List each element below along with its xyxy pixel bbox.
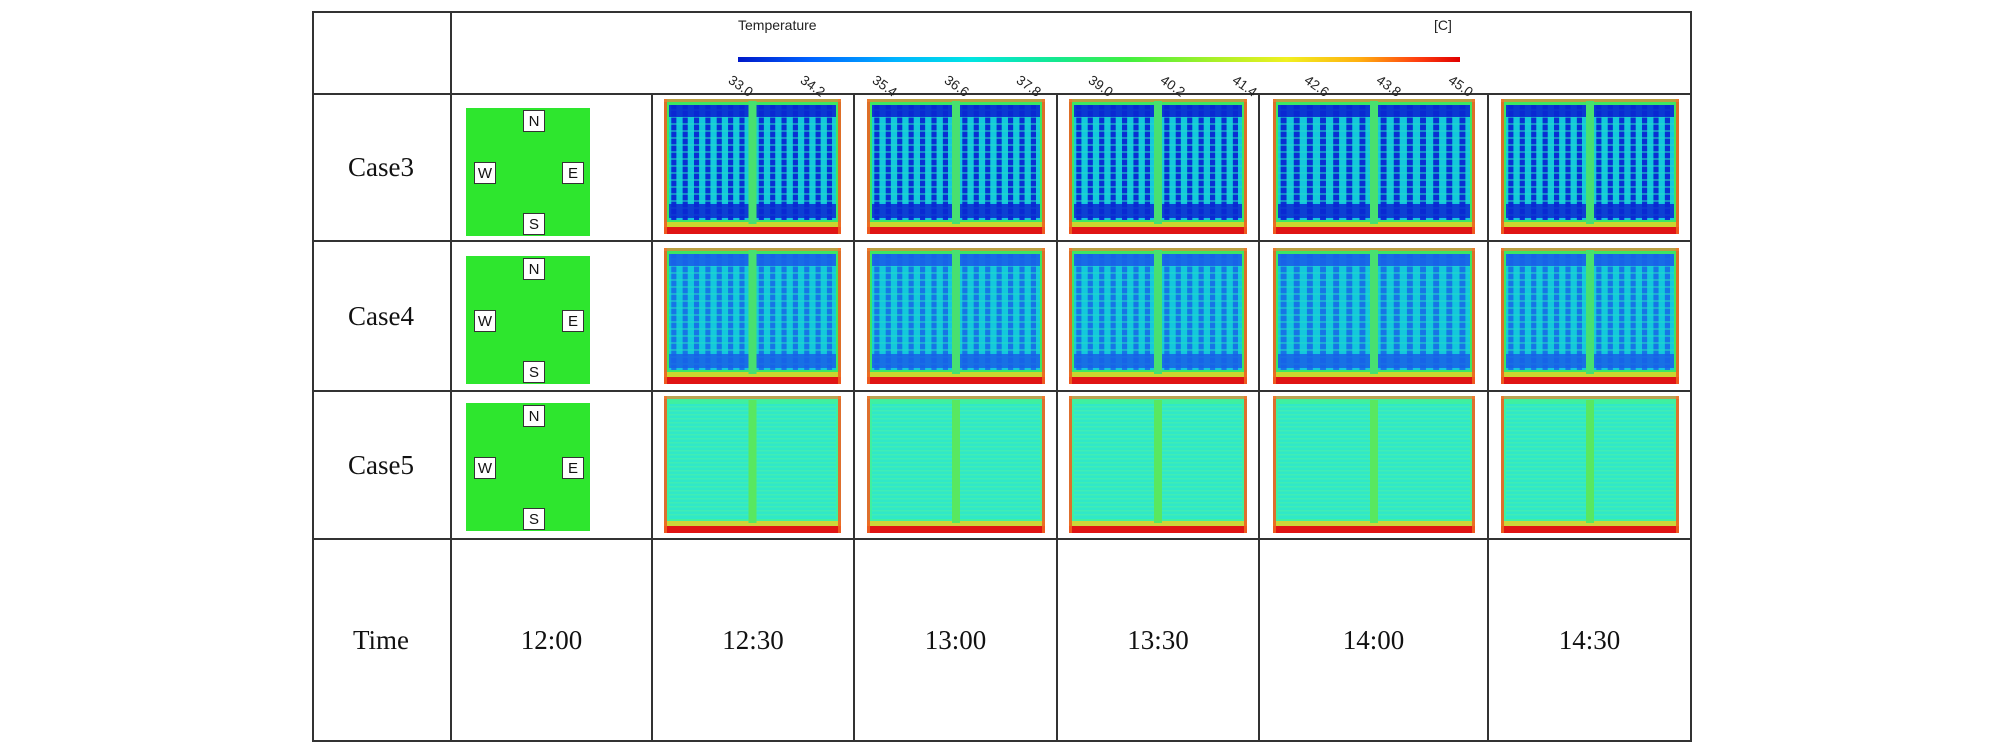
time-label: 12:30 (722, 624, 784, 655)
contour-image (1069, 396, 1247, 533)
compass-plate: N W E S (466, 256, 590, 384)
time-label: 13:00 (924, 624, 987, 655)
contour-image (1273, 248, 1475, 384)
legend-colorbar (738, 57, 1460, 62)
compass-west-label: W (474, 310, 496, 332)
time-label: 13:30 (1127, 624, 1189, 655)
grid-left-border (312, 11, 314, 742)
contour-image (867, 248, 1045, 384)
legend-tick-label: 42.6 (1301, 72, 1332, 100)
contour-image (867, 99, 1045, 234)
grid-top-border (312, 11, 1692, 13)
grid-right-border (1690, 11, 1692, 742)
legend-tick-label: 34.2 (797, 72, 828, 100)
contour-image (1501, 99, 1679, 234)
compass-north-label: N (523, 258, 545, 280)
contour-image (664, 99, 841, 234)
legend-tick-label: 39.0 (1085, 72, 1116, 100)
legend-tick-label: 41.4 (1229, 72, 1260, 100)
row-label-case4: Case4 (348, 300, 414, 331)
legend-tick-label: 45.0 (1445, 72, 1476, 100)
compass-east-label: E (562, 457, 584, 479)
legend-tick-label: 43.8 (1373, 72, 1404, 100)
contour-image (867, 396, 1045, 533)
row-label-case5: Case5 (348, 449, 414, 480)
legend-unit: [C] (1434, 17, 1452, 33)
legend-tick-label: 37.8 (1013, 72, 1044, 100)
grid-row1-divider (312, 240, 1692, 242)
contour-image (1069, 99, 1247, 234)
grid-col4-divider (1258, 93, 1260, 742)
time-label: 14:00 (1342, 624, 1405, 655)
compass-south-label: S (523, 361, 545, 383)
time-header: Time (352, 624, 410, 655)
contour-image (1273, 396, 1475, 533)
grid-col3-divider (1056, 93, 1058, 742)
contour-image (1501, 248, 1679, 384)
compass-west-label: W (474, 162, 496, 184)
compass-north-label: N (523, 110, 545, 132)
compass-north-label: N (523, 405, 545, 427)
legend-tick-label: 33.0 (725, 72, 756, 100)
compass-east-label: E (562, 310, 584, 332)
contour-image (1069, 248, 1247, 384)
grid-row3-divider (312, 538, 1692, 540)
grid-col2-divider (853, 93, 855, 742)
legend-tick-label: 36.6 (941, 72, 972, 100)
compass-south-label: S (523, 213, 545, 235)
contour-image (664, 396, 841, 533)
compass-plate: N W E S (466, 108, 590, 236)
time-label: 14:30 (1558, 624, 1621, 655)
grid-bottom-border (312, 740, 1692, 742)
contour-image (1273, 99, 1475, 234)
grid-row2-divider (312, 390, 1692, 392)
grid-header-divider (312, 93, 1692, 95)
grid-col1-divider (651, 93, 653, 742)
legend-tick-label: 40.2 (1157, 72, 1188, 100)
legend-title: Temperature (738, 17, 817, 33)
grid-label-divider (450, 11, 452, 742)
compass-south-label: S (523, 508, 545, 530)
legend-tick-label: 35.4 (869, 72, 900, 100)
row-label-case3: Case3 (348, 152, 414, 182)
compass-west-label: W (474, 457, 496, 479)
compass-east-label: E (562, 162, 584, 184)
compass-plate: N W E S (466, 403, 590, 531)
time-label: 12:00 (520, 624, 583, 655)
grid-col5-divider (1487, 93, 1489, 742)
contour-image (664, 248, 841, 384)
contour-image (1501, 396, 1679, 533)
temperature-contour-figure: Temperature [C] 33.0 34.2 35.4 36.6 37.8 39.0… (312, 11, 1692, 742)
